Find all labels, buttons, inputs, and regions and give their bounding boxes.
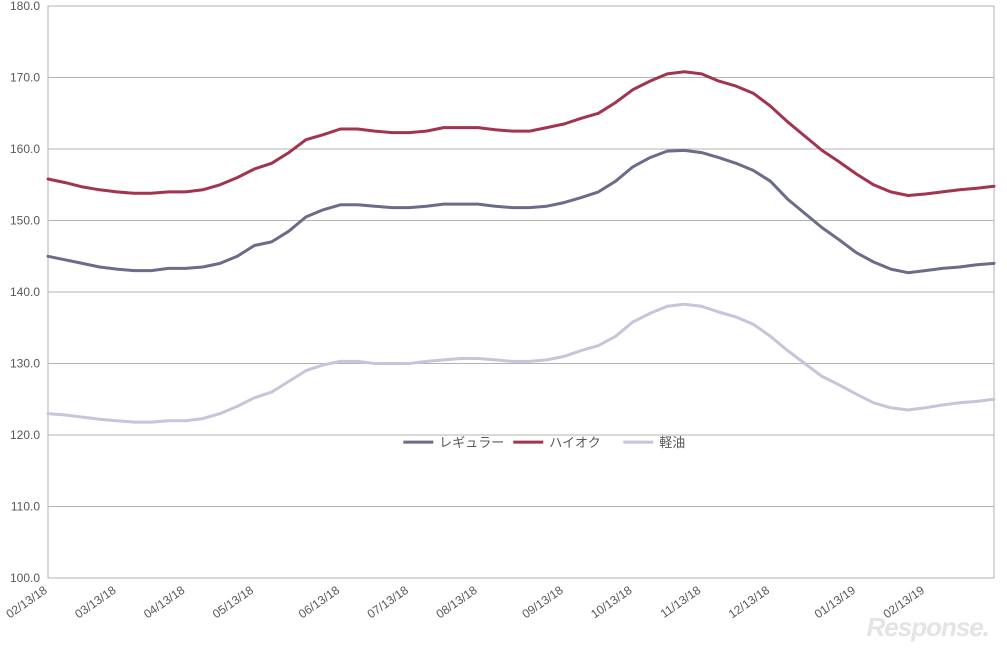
svg-text:軽油: 軽油 <box>659 435 685 450</box>
svg-text:140.0: 140.0 <box>10 285 40 299</box>
svg-text:170.0: 170.0 <box>10 71 40 85</box>
svg-text:レギュラー: レギュラー <box>439 435 504 450</box>
line-chart-svg: 100.0 110.0 120.0 130.0 140.0 150.0 160.0 170.0… <box>0 0 1007 653</box>
svg-text:150.0: 150.0 <box>10 214 40 228</box>
svg-text:01/13/19: 01/13/19 <box>812 583 859 621</box>
svg-text:110.0: 110.0 <box>11 500 40 514</box>
svg-text:08/13/18: 08/13/18 <box>433 583 480 621</box>
svg-text:02/13/18: 02/13/18 <box>3 583 50 621</box>
watermark: Response. <box>867 612 990 643</box>
svg-text:10/13/18: 10/13/18 <box>588 583 635 621</box>
svg-text:06/13/18: 06/13/18 <box>296 583 343 621</box>
svg-text:03/13/18: 03/13/18 <box>72 583 119 621</box>
chart-container: 100.0 110.0 120.0 130.0 140.0 150.0 160.0 170.0… <box>0 0 1007 653</box>
svg-text:05/13/18: 05/13/18 <box>210 583 257 621</box>
svg-text:100.0: 100.0 <box>10 571 40 585</box>
svg-text:12/13/18: 12/13/18 <box>726 583 773 621</box>
svg-text:07/13/18: 07/13/18 <box>365 583 412 621</box>
svg-text:09/13/18: 09/13/18 <box>519 583 566 621</box>
svg-text:130.0: 130.0 <box>10 357 40 371</box>
svg-text:11/13/18: 11/13/18 <box>658 583 704 621</box>
svg-text:160.0: 160.0 <box>10 142 40 156</box>
svg-text:ハイオク: ハイオク <box>549 435 600 450</box>
svg-text:180.0: 180.0 <box>10 0 40 13</box>
svg-text:120.0: 120.0 <box>10 428 40 442</box>
svg-text:04/13/18: 04/13/18 <box>141 583 188 621</box>
